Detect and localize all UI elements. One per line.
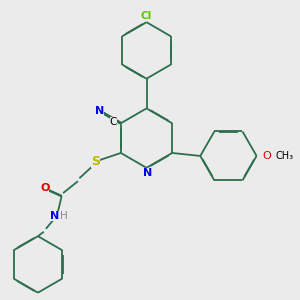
Text: O: O xyxy=(262,151,271,161)
Text: Cl: Cl xyxy=(141,11,152,21)
Text: N: N xyxy=(50,211,59,221)
Text: CH₃: CH₃ xyxy=(276,151,294,161)
Text: O: O xyxy=(40,183,50,193)
Text: S: S xyxy=(91,155,100,168)
Text: N: N xyxy=(95,106,104,116)
Text: H: H xyxy=(60,211,68,221)
Text: N: N xyxy=(143,168,153,178)
Text: C: C xyxy=(110,117,117,127)
